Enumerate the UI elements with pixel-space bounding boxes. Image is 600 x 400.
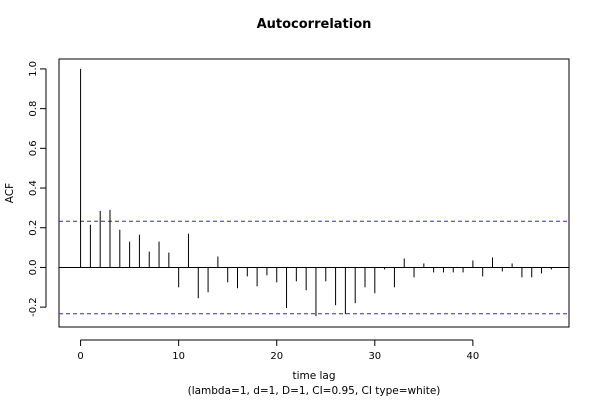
y-axis-label: ACF — [4, 183, 16, 203]
y-tick-label: 0.8 — [28, 101, 39, 117]
x-tick-label: 30 — [368, 351, 381, 362]
y-tick-label: 0.0 — [28, 259, 39, 275]
x-tick-label: 0 — [77, 351, 83, 362]
x-tick-label: 40 — [467, 351, 480, 362]
y-tick-label: 1.0 — [28, 61, 39, 77]
x-tick-label: 10 — [172, 351, 185, 362]
y-tick-label: 0.2 — [28, 220, 39, 236]
acf-bars — [80, 68, 552, 317]
x-axis: 0 10 20 30 40 — [77, 339, 480, 362]
y-tick-label: -0.2 — [28, 297, 39, 317]
y-tick-label: 0.6 — [28, 140, 39, 156]
x-axis-label: time lag — [292, 370, 335, 382]
y-tick-label: 0.4 — [28, 180, 39, 196]
x-axis-subtitle: (lambda=1, d=1, D=1, CI=0.95, CI type=wh… — [188, 385, 441, 397]
y-axis: -0.2 0.0 0.2 0.4 0.6 0.8 1.0 — [28, 61, 47, 317]
plot-frame — [58, 58, 570, 328]
confidence-lines — [59, 220, 569, 315]
chart-title: Autocorrelation — [257, 17, 372, 32]
x-tick-label: 20 — [270, 351, 283, 362]
